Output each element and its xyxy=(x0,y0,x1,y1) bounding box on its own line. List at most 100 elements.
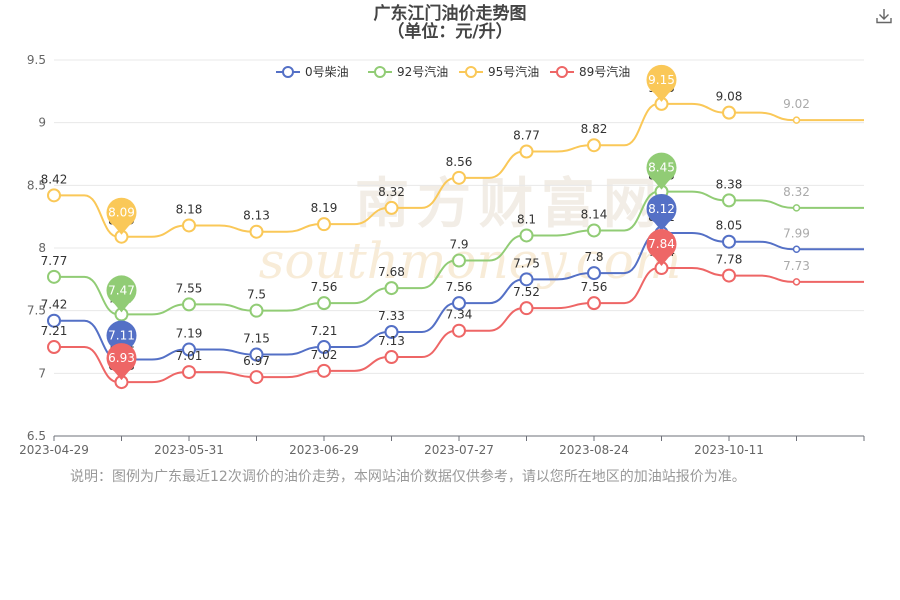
pin-label: 8.12 xyxy=(648,202,675,216)
data-point[interactable] xyxy=(182,297,196,312)
data-point[interactable] xyxy=(519,144,534,159)
legend-label: 0号柴油 xyxy=(305,65,349,79)
data-point[interactable] xyxy=(249,370,264,385)
data-point[interactable] xyxy=(182,218,196,233)
data-label: 7.99 xyxy=(783,226,810,240)
data-label: 7.56 xyxy=(311,280,338,294)
data-point[interactable] xyxy=(452,170,466,185)
data-point[interactable] xyxy=(384,324,399,339)
pin-label: 8.09 xyxy=(108,206,135,220)
data-label: 8.32 xyxy=(783,185,810,199)
data-point[interactable] xyxy=(47,188,61,203)
pin-marker-max: 9.15 xyxy=(646,64,677,102)
x-tick-label: 2023-05-31 xyxy=(154,443,224,457)
data-point[interactable] xyxy=(317,217,331,232)
y-tick-label: 8.5 xyxy=(27,178,46,192)
data-point[interactable] xyxy=(722,193,736,208)
data-label: 7.21 xyxy=(41,324,68,338)
data-label: 7.19 xyxy=(176,327,203,341)
data-point[interactable] xyxy=(384,281,399,296)
data-point[interactable] xyxy=(587,266,601,281)
data-label: 8.82 xyxy=(581,122,608,136)
data-point[interactable] xyxy=(47,340,61,355)
data-point[interactable] xyxy=(792,245,801,254)
pin-label: 6.93 xyxy=(108,351,135,365)
data-label: 7.02 xyxy=(311,348,338,362)
data-point[interactable] xyxy=(519,228,534,243)
data-label: 6.97 xyxy=(243,354,270,368)
data-point[interactable] xyxy=(47,313,61,328)
legend-item[interactable]: 92号汽油 xyxy=(368,64,448,79)
data-label: 7.73 xyxy=(783,259,810,273)
data-point[interactable] xyxy=(722,234,736,249)
pin-head xyxy=(106,275,137,306)
data-point[interactable] xyxy=(317,363,331,378)
data-point[interactable] xyxy=(722,105,736,120)
pin-marker-max: 8.12 xyxy=(646,193,677,231)
data-point[interactable] xyxy=(452,296,466,311)
download-icon[interactable] xyxy=(874,6,894,26)
pin-head xyxy=(106,343,137,374)
y-tick-label: 8 xyxy=(38,241,46,255)
data-point[interactable] xyxy=(587,296,601,311)
data-label: 8.18 xyxy=(176,202,203,216)
data-label: 7.8 xyxy=(584,250,603,264)
pin-head xyxy=(106,197,137,228)
data-point[interactable] xyxy=(452,253,466,268)
data-point[interactable] xyxy=(792,278,801,286)
data-point[interactable] xyxy=(249,303,264,318)
data-point[interactable] xyxy=(317,296,331,311)
data-point[interactable] xyxy=(519,272,534,287)
data-label: 7.75 xyxy=(513,256,540,270)
data-label: 8.38 xyxy=(716,177,743,191)
legend-item[interactable]: 0号柴油 xyxy=(276,65,349,79)
pin-marker-min: 8.09 xyxy=(106,197,137,235)
data-label: 7.42 xyxy=(41,298,68,312)
pin-marker-max: 7.84 xyxy=(646,229,677,267)
legend-symbol xyxy=(282,66,294,78)
data-point[interactable] xyxy=(317,340,331,355)
chart-note: 说明：图例为广东最近12次调价的油价走势，本网站油价数据仅供参考，请以您所在地区… xyxy=(70,469,746,485)
legend-label: 95号汽油 xyxy=(488,64,539,79)
data-label: 7.55 xyxy=(176,281,203,295)
data-label: 7.15 xyxy=(243,332,270,346)
data-point[interactable] xyxy=(587,138,601,153)
data-label: 8.14 xyxy=(581,207,608,221)
data-point[interactable] xyxy=(452,323,466,338)
data-point[interactable] xyxy=(792,204,801,212)
pin-label: 9.15 xyxy=(648,73,675,87)
legend-item[interactable]: 89号汽油 xyxy=(550,64,630,79)
data-label: 9.08 xyxy=(716,90,743,104)
data-label: 7.56 xyxy=(581,280,608,294)
data-label: 7.68 xyxy=(378,265,405,279)
pin-head xyxy=(106,320,137,351)
data-label: 8.1 xyxy=(517,212,536,226)
data-point[interactable] xyxy=(792,116,801,124)
data-point[interactable] xyxy=(182,365,196,380)
legend-item[interactable]: 95号汽油 xyxy=(459,64,539,79)
legend-symbol xyxy=(374,66,386,78)
pin-head xyxy=(646,229,677,260)
data-point[interactable] xyxy=(384,350,399,365)
data-label: 7.56 xyxy=(446,280,473,294)
data-point[interactable] xyxy=(182,342,196,357)
data-label: 9.02 xyxy=(783,97,810,111)
data-label: 7.52 xyxy=(513,285,540,299)
data-point[interactable] xyxy=(249,347,264,362)
chart-title: 广东江门油价走势图 xyxy=(373,4,527,24)
legend-label: 89号汽油 xyxy=(579,64,630,79)
data-point[interactable] xyxy=(384,200,399,215)
data-point[interactable] xyxy=(587,223,601,238)
data-point[interactable] xyxy=(519,301,534,316)
y-tick-label: 6.5 xyxy=(27,429,46,443)
y-tick-label: 9.5 xyxy=(27,53,46,67)
x-tick-label: 2023-08-24 xyxy=(559,443,629,457)
data-label: 7.13 xyxy=(378,334,405,348)
pin-label: 7.11 xyxy=(108,329,135,343)
data-point[interactable] xyxy=(722,268,736,283)
y-tick-label: 9 xyxy=(38,116,46,130)
data-label: 7.33 xyxy=(378,309,405,323)
data-point[interactable] xyxy=(47,269,61,284)
data-point[interactable] xyxy=(249,224,264,239)
